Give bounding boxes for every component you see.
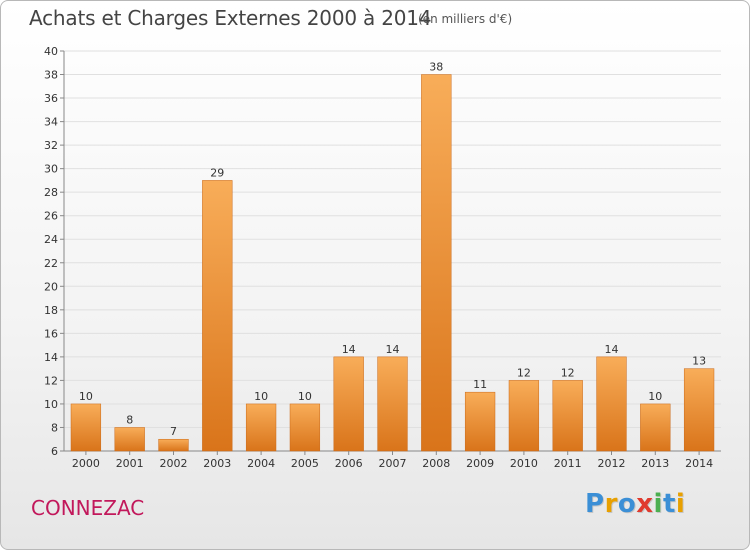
bar	[508, 380, 540, 452]
y-tick-label: 10	[44, 398, 58, 411]
x-tick-label: 2009	[466, 457, 494, 470]
x-tick-label: 2002	[160, 457, 188, 470]
x-tick-label: 2010	[510, 457, 538, 470]
x-tick-label: 2006	[335, 457, 363, 470]
data-label: 12	[561, 366, 575, 379]
data-label: 10	[648, 390, 662, 403]
data-label: 14	[605, 343, 619, 356]
data-label: 10	[79, 390, 93, 403]
logo-letter: r	[604, 489, 618, 519]
bar	[596, 356, 627, 452]
bar	[202, 180, 233, 452]
x-tick-label: 2008	[422, 457, 450, 470]
x-tick-label: 2003	[203, 457, 231, 470]
logo-letter: i	[653, 489, 663, 519]
chart-unit: (en milliers d'€)	[418, 12, 513, 26]
y-tick-label: 8	[51, 421, 58, 434]
commune-name: CONNEZAC	[31, 496, 145, 520]
logo-letter: P	[585, 489, 605, 519]
bar	[421, 74, 452, 452]
data-label: 12	[517, 366, 531, 379]
y-tick-label: 40	[44, 45, 58, 58]
bar	[289, 403, 321, 452]
data-label: 10	[298, 390, 312, 403]
bar	[70, 403, 102, 452]
bar	[114, 427, 145, 452]
x-tick-label: 2007	[379, 457, 407, 470]
bar	[158, 438, 189, 452]
x-tick-label: 2000	[72, 457, 100, 470]
y-tick-label: 36	[44, 92, 58, 105]
logo-letter: i	[675, 489, 686, 519]
y-tick-label: 28	[44, 186, 58, 199]
data-label: 29	[210, 166, 224, 179]
y-tick-label: 22	[44, 257, 58, 270]
bar	[464, 391, 496, 452]
data-label: 10	[254, 390, 268, 403]
y-tick-label: 32	[44, 139, 58, 152]
y-tick-label: 16	[44, 327, 58, 340]
chart-title: Achats et Charges Externes 2000 à 2014	[29, 6, 432, 30]
bar	[552, 380, 583, 452]
y-tick-label: 14	[44, 351, 58, 364]
x-tick-label: 2001	[116, 457, 144, 470]
y-tick-label: 12	[44, 374, 58, 387]
data-label: 11	[473, 378, 487, 391]
x-tick-label: 2012	[598, 457, 626, 470]
y-tick-label: 26	[44, 210, 58, 223]
y-tick-label: 34	[44, 116, 58, 129]
y-tick-label: 6	[51, 445, 58, 458]
x-tick-label: 2005	[291, 457, 319, 470]
x-tick-label: 2004	[247, 457, 275, 470]
logo-letter: t	[662, 489, 676, 519]
x-tick-label: 2013	[641, 457, 669, 470]
proxiti-logo: Proxiti	[585, 489, 685, 519]
bar	[333, 356, 364, 452]
data-label: 38	[429, 61, 443, 74]
y-tick-label: 18	[44, 304, 58, 317]
data-label: 8	[126, 413, 133, 426]
y-tick-label: 30	[44, 163, 58, 176]
y-tick-label: 24	[44, 233, 58, 246]
data-label: 14	[342, 343, 356, 356]
x-tick-label: 2011	[554, 457, 582, 470]
bar	[245, 403, 277, 452]
x-tick-label: 2014	[685, 457, 713, 470]
y-tick-label: 20	[44, 280, 58, 293]
bar	[377, 356, 408, 452]
logo-letter: x	[636, 489, 654, 519]
bar	[640, 403, 671, 452]
data-label: 13	[692, 355, 706, 368]
bar	[683, 368, 715, 452]
data-label: 14	[386, 343, 400, 356]
data-label: 7	[170, 425, 177, 438]
y-tick-label: 38	[44, 69, 58, 82]
logo-letter: o	[617, 489, 637, 519]
